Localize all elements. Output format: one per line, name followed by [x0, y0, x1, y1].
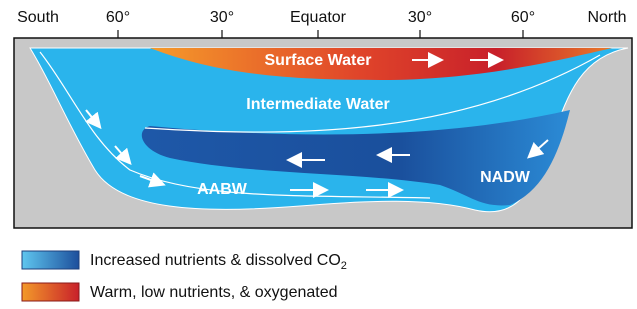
region-label: AABW	[197, 181, 248, 198]
latitude-label: Equator	[290, 9, 347, 26]
latitude-label: 60°	[106, 9, 130, 26]
legend-label: Warm, low nutrients, & oxygenated	[90, 284, 338, 301]
region-label: Intermediate Water	[246, 96, 389, 113]
legend-swatch	[22, 251, 79, 269]
latitude-label: 60°	[511, 9, 535, 26]
latitude-label: North	[587, 9, 626, 26]
diagram: South 60° 30° Equator 30° 60° North Surf…	[0, 0, 637, 304]
latitude-labels: South 60° 30° Equator 30° 60° North	[17, 9, 626, 26]
region-label: Surface Water	[265, 52, 372, 69]
legend: Increased nutrients & dissolved CO2 Warm…	[22, 251, 347, 301]
latitude-label: 30°	[408, 9, 432, 26]
legend-swatch	[22, 283, 79, 301]
latitude-ticks	[118, 30, 523, 38]
legend-label: Increased nutrients & dissolved CO2	[90, 252, 347, 272]
latitude-label: South	[17, 9, 59, 26]
region-label: NADW	[480, 169, 531, 186]
latitude-label: 30°	[210, 9, 234, 26]
